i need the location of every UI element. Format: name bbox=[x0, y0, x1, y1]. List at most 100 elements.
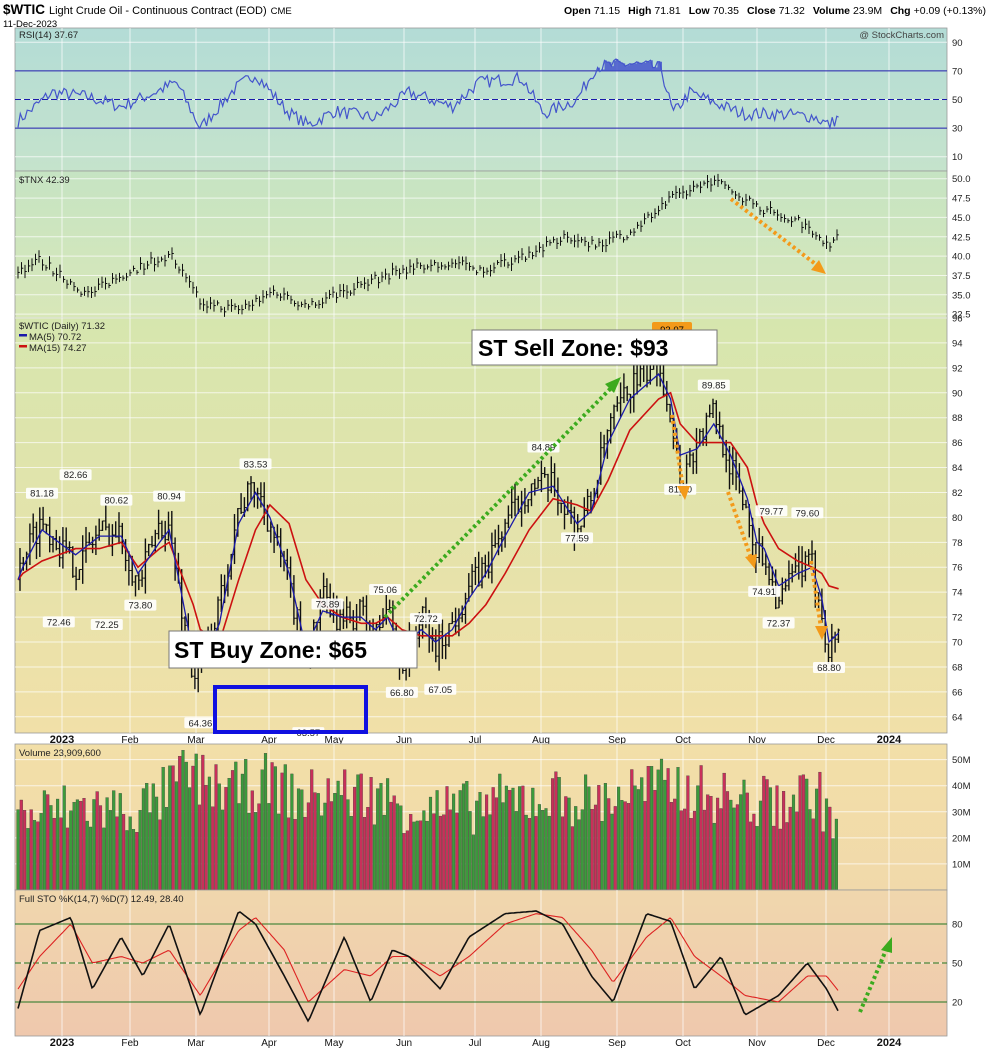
y-tick-label: 50M bbox=[952, 755, 971, 766]
sell-zone-text: ST Sell Zone: $93 bbox=[478, 335, 668, 361]
volume-bar bbox=[729, 799, 733, 891]
volume-bar bbox=[376, 788, 380, 891]
volume-bar bbox=[316, 793, 320, 891]
volume-bar bbox=[811, 818, 815, 891]
volume-bar bbox=[831, 838, 835, 891]
volume-bar bbox=[617, 786, 621, 891]
volume-bar bbox=[346, 799, 350, 891]
volume-bar bbox=[607, 798, 611, 891]
volume-bar bbox=[151, 783, 155, 891]
volume-bar bbox=[815, 788, 819, 891]
price-label-bg bbox=[311, 598, 344, 610]
volume-bar bbox=[161, 767, 165, 891]
ma5-legend: MA(5) 70.72 bbox=[29, 332, 81, 343]
x-axis-label: Mar bbox=[187, 1038, 205, 1049]
volume-bar bbox=[174, 781, 178, 891]
volume-bar bbox=[603, 783, 607, 891]
price-label: 81.18 bbox=[30, 489, 54, 500]
y-tick-label: 50.0 bbox=[952, 174, 971, 185]
y-tick-label: 80 bbox=[952, 920, 963, 931]
volume-bar bbox=[280, 772, 284, 891]
volume-bar bbox=[379, 783, 383, 891]
volume-bar bbox=[389, 801, 393, 891]
volume-bar bbox=[207, 776, 211, 891]
volume-bar bbox=[567, 797, 571, 891]
volume-bar bbox=[560, 816, 565, 891]
volume-bar bbox=[504, 785, 508, 891]
volume-bar bbox=[287, 817, 291, 891]
volume-bar bbox=[610, 813, 614, 891]
x-axis-label: Feb bbox=[121, 735, 139, 746]
instrument-title: Light Crude Oil - Continuous Contract (E… bbox=[49, 5, 267, 17]
x-axis-bottom: 2023 Feb Mar Apr May Jun Jul Aug Sep Oct Nov Dec 202… bbox=[50, 1037, 902, 1049]
volume-bar bbox=[514, 811, 518, 891]
volume-bar bbox=[577, 819, 581, 891]
price-label-bg bbox=[184, 717, 217, 729]
volume-bar bbox=[518, 786, 522, 891]
volume-bar bbox=[600, 821, 604, 891]
volume-bar bbox=[356, 774, 360, 891]
volume-bar bbox=[425, 820, 429, 891]
volume-bar bbox=[640, 777, 644, 891]
volume-bar bbox=[537, 804, 541, 891]
volume-bar bbox=[531, 787, 535, 891]
volume-bar bbox=[293, 819, 297, 891]
volume-bar bbox=[188, 787, 192, 891]
volume-bar bbox=[333, 792, 337, 891]
price-label-bg bbox=[90, 618, 123, 630]
rsi-levels bbox=[15, 70, 947, 129]
volume-bar bbox=[217, 783, 221, 891]
volume-bar bbox=[353, 786, 357, 891]
volume-bar bbox=[626, 803, 631, 891]
volume-bar bbox=[821, 831, 825, 891]
watermark: @ StockCharts.com bbox=[859, 30, 944, 41]
y-tick-label: 45.0 bbox=[952, 213, 971, 224]
y-tick-label: 74 bbox=[952, 588, 963, 599]
y-tick-label: 88 bbox=[952, 413, 963, 424]
volume-bar bbox=[224, 787, 228, 891]
volume-bar bbox=[273, 766, 277, 891]
volume-bar bbox=[775, 785, 779, 891]
volume-bar bbox=[755, 826, 759, 891]
x-axis-label: Sep bbox=[608, 735, 626, 746]
price-label: 64.36 bbox=[188, 718, 212, 729]
volume-bar bbox=[587, 786, 591, 891]
rsi-overbought-fill bbox=[597, 59, 662, 71]
volume-bar bbox=[277, 813, 281, 891]
volume-bar bbox=[471, 834, 475, 891]
volume-bar bbox=[818, 771, 822, 891]
volume-bar bbox=[788, 806, 792, 891]
volume-bar bbox=[240, 773, 244, 891]
volume-bar bbox=[791, 794, 796, 891]
volume-bar bbox=[415, 820, 419, 891]
volume-bar bbox=[656, 769, 660, 891]
y-tick-label: 76 bbox=[952, 563, 963, 574]
volume-bar bbox=[630, 769, 634, 891]
volume-bar bbox=[527, 818, 532, 891]
y-tick-label: 20 bbox=[952, 998, 963, 1009]
volume-bar bbox=[98, 805, 103, 891]
y-tick-label: 30 bbox=[952, 124, 963, 135]
y-tick-label: 96 bbox=[952, 314, 963, 325]
price-label-bg bbox=[385, 686, 418, 698]
price-label-bg bbox=[561, 532, 594, 544]
tnx-panel: 50.0 47.5 45.0 42.5 40.0 37.5 35.0 32.5 $TNX 42… bbox=[14, 170, 971, 321]
volume-bar bbox=[32, 820, 37, 891]
volume-bar bbox=[247, 812, 251, 891]
volume-bar bbox=[468, 811, 472, 891]
volume-bar bbox=[250, 790, 254, 891]
price-label: 77.59 bbox=[565, 533, 589, 544]
volume-bar bbox=[636, 789, 640, 891]
y-tick-label: 90 bbox=[952, 388, 963, 399]
volume-bar bbox=[412, 821, 416, 891]
volume-bar bbox=[564, 796, 568, 891]
volume-bar bbox=[758, 800, 763, 891]
orange-arrow-3 bbox=[809, 560, 823, 629]
x-axis-label: Jul bbox=[469, 735, 482, 746]
volume-bar bbox=[772, 825, 776, 891]
y-tick-label: 50 bbox=[952, 959, 963, 970]
volume-bar bbox=[148, 812, 152, 891]
volume-bar bbox=[155, 796, 159, 891]
x-axis-label: Oct bbox=[675, 1038, 691, 1049]
volume-bar bbox=[735, 804, 739, 891]
